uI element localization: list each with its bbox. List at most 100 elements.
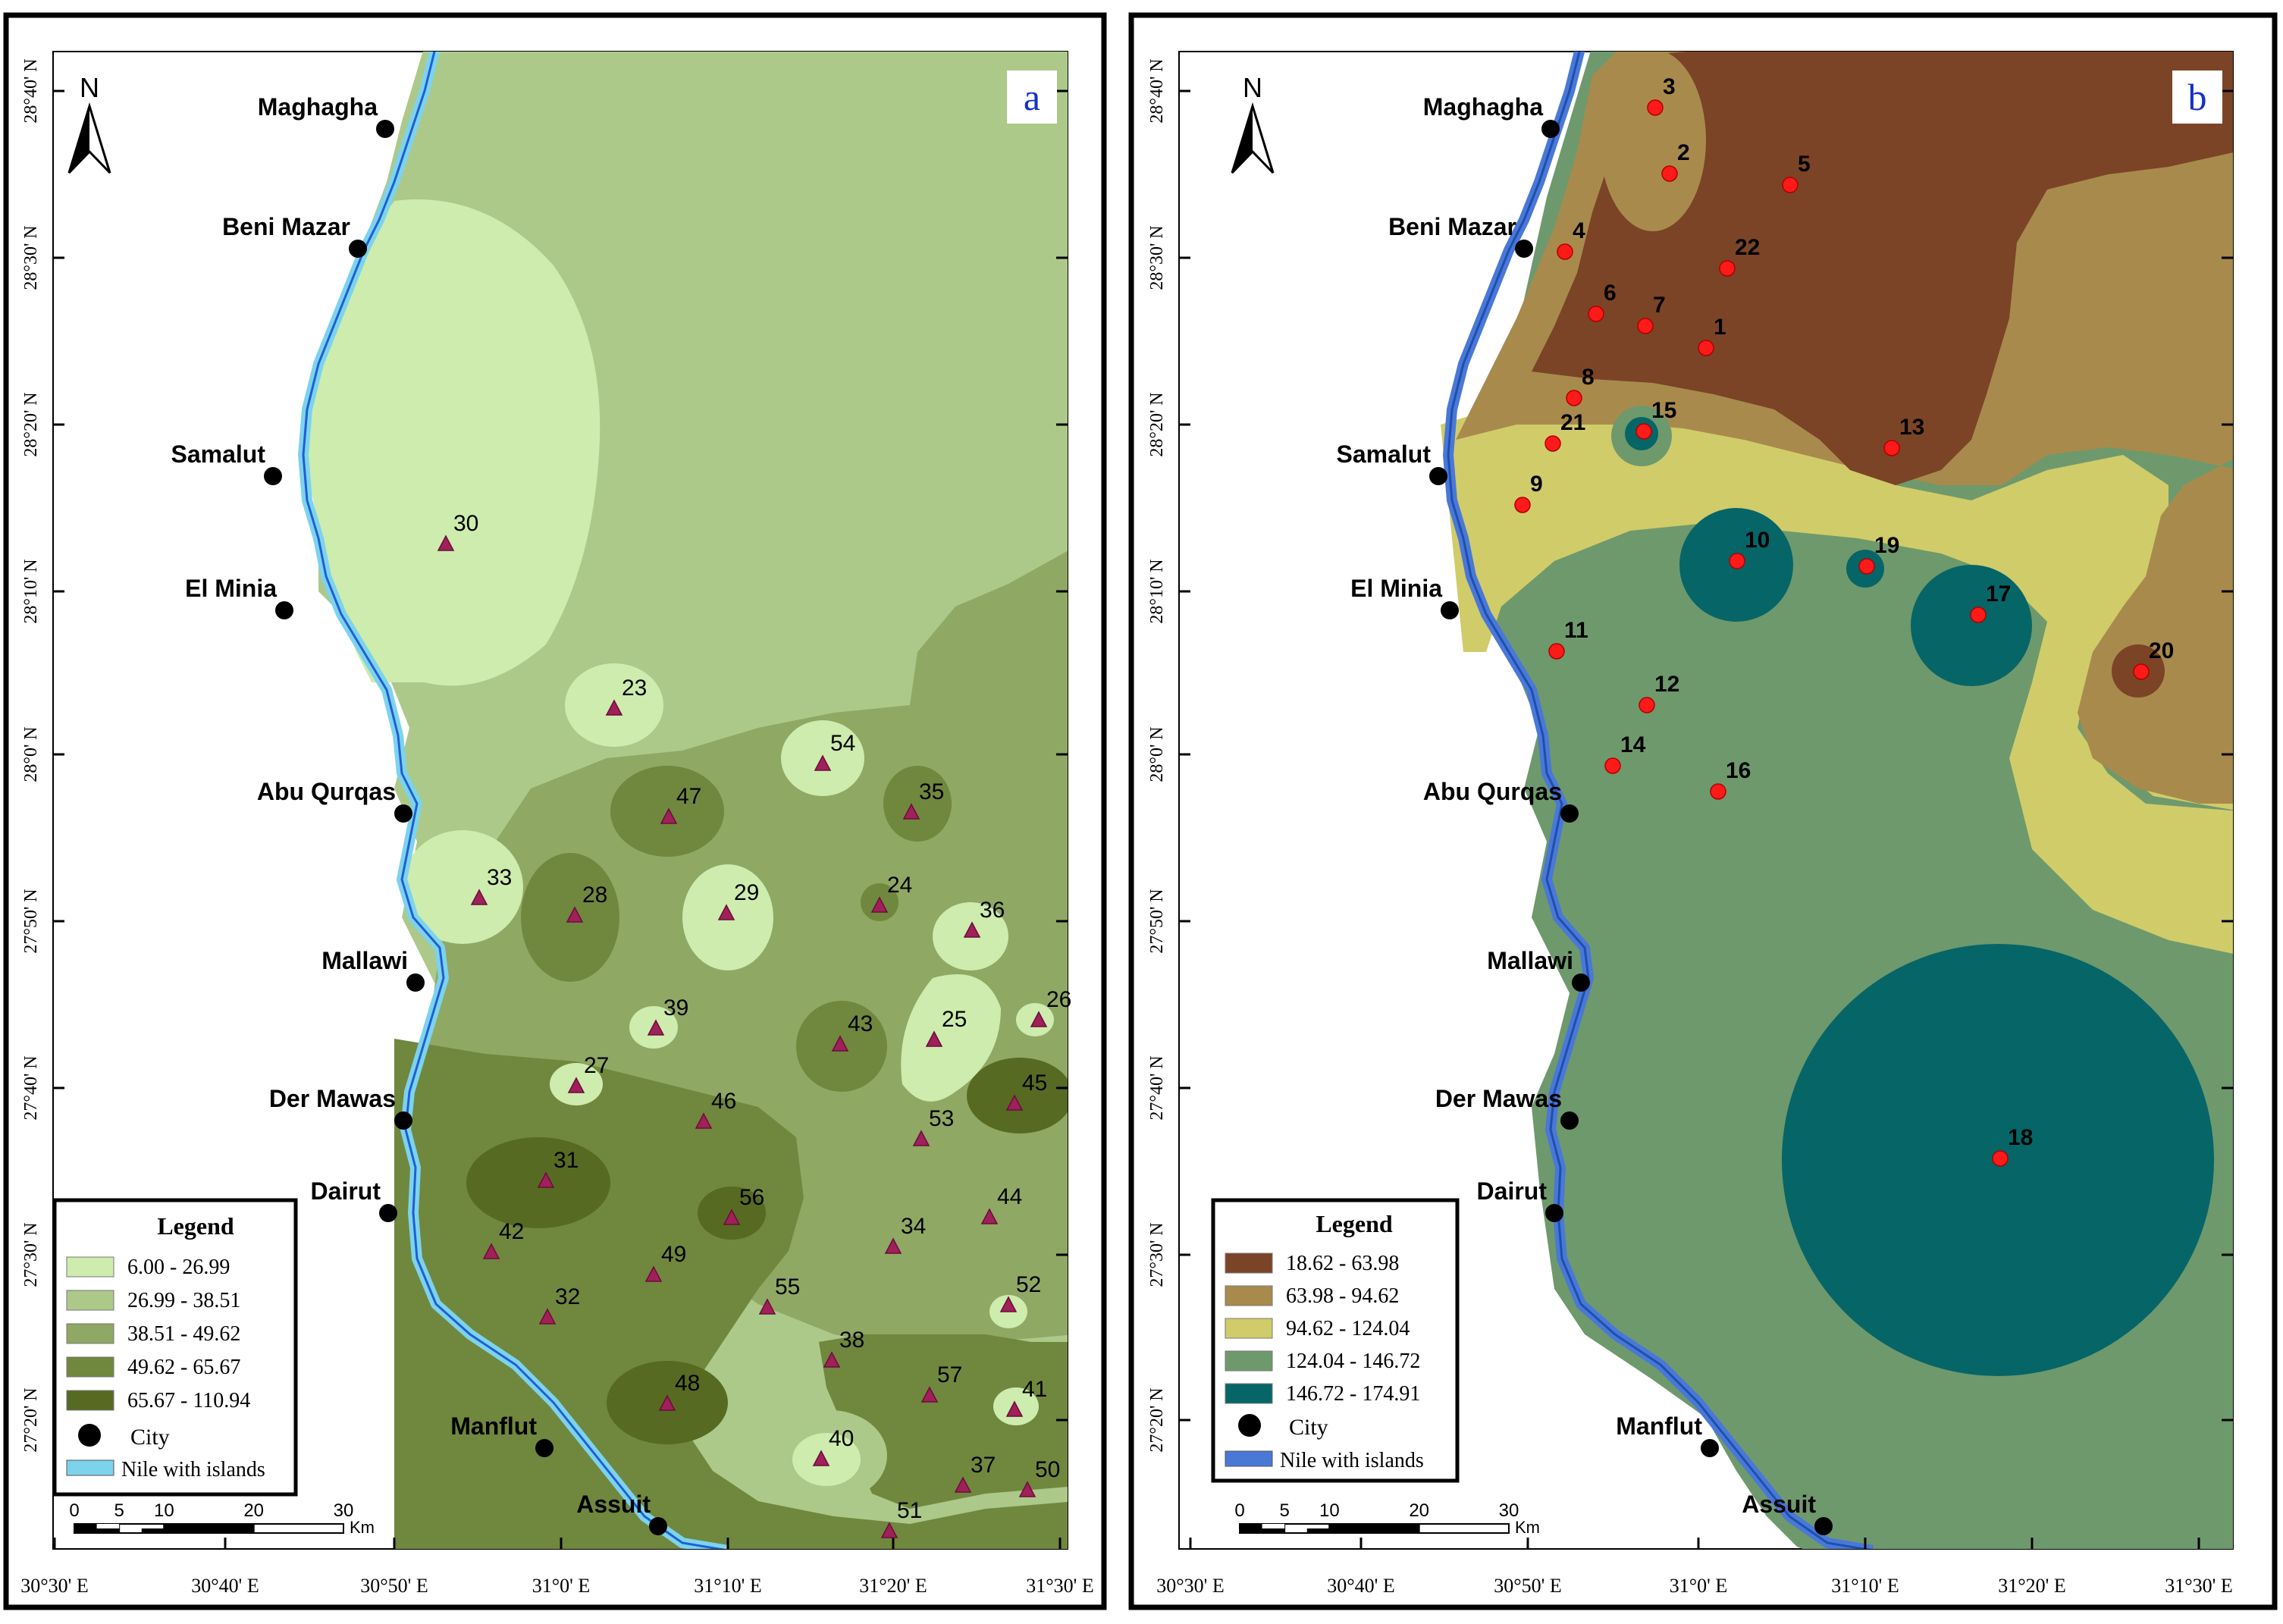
well-marker <box>437 535 455 551</box>
well-marker <box>1588 306 1604 322</box>
well-marker <box>954 1476 972 1493</box>
well-label: 51 <box>897 1498 922 1523</box>
well-label: 13 <box>1899 415 1924 440</box>
well-marker <box>647 1019 665 1036</box>
city-label: Abu Qurqas <box>257 778 396 805</box>
longitude-labels-b: 30°30' E 30°40' E 30°50' E 31°0' E 31°10' E 3… <box>1156 1575 2232 1597</box>
well-label: 34 <box>901 1214 926 1239</box>
well-label: 48 <box>675 1371 700 1396</box>
legend-class-label: 146.72 - 174.91 <box>1286 1382 1420 1406</box>
city-marker <box>394 1111 412 1130</box>
city-label: Assuit <box>1742 1491 1816 1518</box>
well-marker <box>658 1394 676 1411</box>
legend-class-label: 49.62 - 65.67 <box>127 1356 240 1379</box>
well-marker <box>1970 607 1987 623</box>
well-label: 1 <box>1714 315 1726 340</box>
map-panel-a: 28°40' N 28°30' N 28°20' N 28°10' N 28°0' N 2… <box>3 12 1107 1610</box>
scale-tick-label: 0 <box>69 1500 79 1521</box>
well-marker <box>1604 757 1621 774</box>
well-label: 5 <box>1798 152 1811 177</box>
city-label: Beni Mazar <box>1388 213 1516 240</box>
city-marker <box>1560 804 1579 823</box>
legend-city-symbol-b <box>1238 1414 1261 1437</box>
city-marker <box>349 240 367 258</box>
city-label: Mallawi <box>1487 947 1573 974</box>
legend-swatch <box>1225 1318 1273 1339</box>
latitude-label: 27°20' N <box>21 1387 41 1452</box>
well-marker <box>1698 340 1714 356</box>
latitude-label: 28°30' N <box>21 225 41 290</box>
latitude-label: 27°40' N <box>21 1055 41 1120</box>
city-marker <box>1429 467 1447 485</box>
latitude-label: 27°40' N <box>1147 1055 1167 1120</box>
city-label: Manflut <box>1616 1412 1702 1440</box>
well-marker <box>660 807 678 824</box>
legend-class-label: 6.00 - 26.99 <box>127 1256 230 1279</box>
well-label: 7 <box>1653 293 1666 318</box>
well-label: 40 <box>829 1426 854 1451</box>
well-marker <box>925 1030 943 1047</box>
well-marker <box>814 754 832 771</box>
city-label: Mallawi <box>321 947 408 974</box>
legend-b: Legend 18.62 - 63.98 63.98 - 94.62 94.62 -… <box>1211 1198 1460 1483</box>
well-marker <box>999 1296 1018 1312</box>
well-marker <box>831 1035 849 1052</box>
panel-letter-box-a <box>1007 71 1057 124</box>
latitude-label: 28°10' N <box>1147 559 1167 623</box>
longitude-label: 31°10' E <box>1831 1575 1899 1597</box>
longitude-label: 31°30' E <box>1026 1575 1093 1597</box>
city-marker <box>1545 1204 1563 1222</box>
well-marker <box>1018 1481 1036 1497</box>
well-marker <box>470 889 488 905</box>
legend-swatch <box>66 1390 114 1411</box>
city-marker <box>649 1517 667 1535</box>
longitude-label: 31°0' E <box>1670 1575 1727 1597</box>
legend-title-b: Legend <box>1316 1210 1393 1237</box>
well-marker <box>1548 643 1565 660</box>
city-marker <box>275 601 293 619</box>
well-label: 18 <box>2008 1125 2033 1150</box>
legend-class-label: 63.98 - 94.62 <box>1286 1284 1399 1308</box>
well-marker <box>1647 99 1664 116</box>
well-marker <box>566 906 584 923</box>
latitude-label: 28°40' N <box>1147 58 1167 123</box>
panel-letter-b: b <box>2188 76 2207 118</box>
longitude-label: 31°30' E <box>2165 1575 2232 1597</box>
scale-tick-label: 30 <box>334 1500 354 1521</box>
city-marker <box>379 1204 397 1222</box>
well-label: 3 <box>1663 74 1676 99</box>
well-label: 23 <box>622 676 647 701</box>
city-label: Beni Mazar <box>222 213 350 240</box>
map-panel-b: 28°40' N 28°30' N 28°20' N 28°10' N 28°0' N 2… <box>1128 12 2278 1610</box>
legend-nile-label-a: Nile with islands <box>121 1458 265 1481</box>
legend-class-label: 94.62 - 124.04 <box>1286 1317 1410 1340</box>
well-label: 36 <box>980 898 1005 923</box>
well-marker <box>902 803 920 820</box>
well-label: 12 <box>1654 672 1679 697</box>
well-label: 35 <box>919 779 944 804</box>
legend-city-label-b: City <box>1289 1415 1328 1440</box>
latitude-label: 28°0' N <box>1147 726 1167 782</box>
well-markers-a: 30 23 54 47 35 33 28 29 24 36 39 43 25 26 27 46 53 45 31 56… <box>437 511 1071 1538</box>
city-label: Dairut <box>311 1177 381 1205</box>
well-marker <box>644 1265 663 1282</box>
well-marker <box>605 699 623 716</box>
well-label: 6 <box>1604 281 1617 306</box>
city-marker <box>376 120 394 138</box>
city-label: Maghagha <box>258 93 378 121</box>
city-marker <box>1572 973 1590 992</box>
well-label: 31 <box>554 1148 579 1173</box>
legend-class-label: 18.62 - 63.98 <box>1286 1252 1399 1275</box>
well-label: 2 <box>1677 140 1690 165</box>
well-marker <box>1635 423 1652 440</box>
well-marker <box>1729 553 1745 569</box>
well-marker <box>1710 783 1726 800</box>
legend-title-a: Legend <box>157 1212 234 1240</box>
scale-tick-label: 5 <box>1279 1500 1289 1521</box>
well-label: 28 <box>582 883 607 908</box>
latitude-label: 27°30' N <box>1147 1222 1167 1287</box>
longitude-label: 31°10' E <box>694 1575 761 1597</box>
